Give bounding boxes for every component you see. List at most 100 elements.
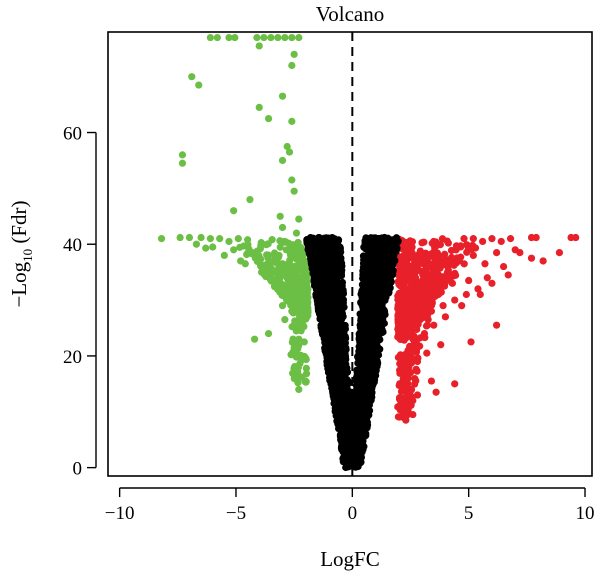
point-down (259, 261, 267, 270)
point-down (220, 251, 228, 259)
point-down (295, 335, 303, 343)
point-up (407, 317, 415, 325)
point-down (297, 251, 305, 259)
point-down (276, 212, 284, 220)
point-down (281, 285, 289, 293)
point-ns (352, 438, 361, 446)
point-up (572, 233, 580, 242)
y-axis-label-tail: (Fdr) (7, 200, 31, 248)
point-ns (374, 245, 383, 254)
point-up (481, 260, 489, 268)
point-up (441, 313, 450, 321)
point-down (288, 307, 296, 315)
point-up (492, 249, 501, 257)
point-up (488, 235, 496, 243)
point-down (292, 229, 301, 237)
point-down (297, 327, 305, 335)
point-ns (386, 283, 394, 292)
point-ns (356, 400, 364, 408)
point-up (444, 262, 452, 271)
point-up (402, 416, 410, 424)
point-down (290, 187, 298, 195)
point-down (274, 33, 282, 42)
point-up (422, 322, 431, 330)
point-down (283, 142, 291, 151)
point-ns (380, 308, 389, 316)
plot-frame (107, 31, 593, 477)
point-down (288, 176, 296, 184)
x-tick-label: 0 (348, 503, 358, 524)
point-ns (362, 320, 371, 329)
point-ns (328, 235, 336, 243)
point-up (430, 321, 438, 329)
point-up (400, 305, 408, 313)
point-ns (353, 387, 362, 395)
point-down (244, 236, 252, 244)
point-down (264, 329, 273, 338)
point-ns (338, 278, 347, 287)
point-down (246, 195, 254, 204)
point-ns (368, 269, 376, 278)
point-ns (334, 306, 342, 314)
point-down (225, 33, 233, 42)
point-ns (361, 386, 369, 394)
point-up (405, 274, 413, 282)
point-ns (370, 238, 379, 246)
point-up (413, 357, 422, 366)
point-up (413, 319, 421, 327)
point-ns (357, 352, 365, 360)
point-ns (336, 244, 344, 252)
point-ns (361, 428, 369, 437)
point-up (430, 237, 438, 246)
point-down (292, 279, 300, 287)
y-tick-label: 20 (63, 347, 82, 368)
point-up (448, 253, 456, 262)
point-down (288, 61, 296, 70)
point-ns (341, 443, 349, 451)
point-up (440, 282, 449, 290)
point-ns (366, 256, 374, 264)
point-ns (376, 292, 384, 300)
point-ns (361, 421, 370, 429)
point-up (432, 388, 440, 396)
point-ns (316, 302, 324, 310)
point-ns (384, 241, 392, 249)
point-down (292, 296, 301, 304)
point-down (287, 351, 296, 359)
point-ns (352, 417, 360, 425)
point-down (206, 33, 214, 42)
point-up (483, 274, 491, 282)
point-down (278, 156, 287, 165)
point-ns (353, 374, 361, 382)
point-up (413, 290, 421, 298)
point-down (285, 260, 294, 268)
point-down (264, 262, 273, 271)
point-down (185, 233, 194, 242)
point-ns (339, 288, 347, 296)
point-ns (337, 269, 345, 277)
point-down (298, 275, 307, 283)
point-up (437, 341, 445, 349)
point-ns (326, 297, 334, 305)
point-down (230, 246, 238, 254)
point-ns (367, 307, 375, 315)
point-down (240, 242, 248, 250)
point-ns (381, 251, 389, 259)
point-down (264, 114, 273, 123)
point-ns (325, 270, 333, 279)
point-up (396, 369, 404, 377)
point-up (397, 387, 406, 396)
point-ns (338, 421, 347, 429)
point-ns (333, 286, 341, 294)
point-ns (365, 284, 374, 293)
point-down (290, 343, 298, 352)
point-up (465, 276, 473, 285)
point-down (285, 148, 294, 156)
point-ns (363, 299, 372, 307)
point-down (197, 233, 205, 242)
point-ns (314, 237, 322, 245)
point-down (276, 243, 284, 251)
point-up (452, 246, 460, 254)
point-down (302, 270, 310, 278)
point-down (302, 364, 310, 372)
